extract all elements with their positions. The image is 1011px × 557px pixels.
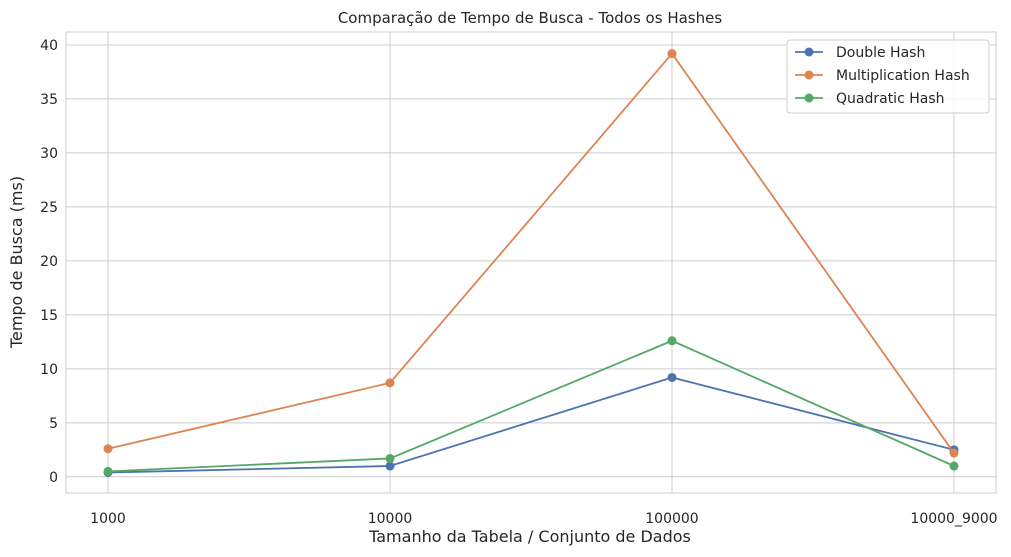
legend: Double Hash Multiplication Hash Quadratic … [786, 39, 990, 114]
series-line [107, 376, 955, 474]
y-tick-label: 10 [40, 362, 58, 378]
data-point [949, 448, 959, 458]
data-point [667, 49, 677, 59]
legend-box [786, 39, 990, 114]
legend-label: Quadratic Hash [836, 91, 945, 107]
legend-entry: Double Hash [795, 45, 925, 61]
legend-marker [804, 93, 814, 103]
x-axis-label: Tamanho da Tabela / Conjunto de Dados [368, 527, 691, 546]
x-tick-label: 10000 [368, 511, 413, 527]
legend-entry: Quadratic Hash [795, 91, 945, 107]
data-point [667, 372, 677, 382]
y-tick-label: 0 [49, 470, 58, 486]
legend-marker [804, 47, 814, 57]
x-tick-label: 1000 [90, 511, 126, 527]
grid [66, 32, 996, 493]
series-double-hash [103, 372, 959, 477]
y-tick-label: 25 [40, 200, 58, 216]
legend-label: Multiplication Hash [836, 68, 970, 84]
y-tick-label: 40 [40, 38, 58, 54]
y-tick-label: 20 [40, 254, 58, 270]
series-multiplication-hash [103, 49, 959, 458]
legend-marker [804, 70, 814, 80]
y-axis-label: Tempo de Busca (ms) [7, 176, 26, 349]
plot-area-frame [65, 31, 997, 494]
y-tick-label: 5 [49, 416, 58, 432]
legend-entry: Multiplication Hash [795, 68, 970, 84]
tick-labels: 0 5 10 15 20 25 30 35 40 1000 10000 100000 10000_900… [40, 38, 997, 527]
y-tick-label: 35 [40, 92, 58, 108]
x-tick-label: 100000 [645, 511, 698, 527]
x-tick-label: 10000_9000 [910, 511, 997, 527]
data-point [385, 453, 395, 463]
series-lines [103, 49, 959, 477]
data-point [385, 461, 395, 471]
chart-title: Comparação de Tempo de Busca - Todos os … [338, 9, 723, 27]
legend-label: Double Hash [836, 45, 925, 61]
y-tick-label: 30 [40, 146, 58, 162]
data-point [949, 461, 959, 471]
data-point [103, 444, 113, 454]
y-tick-label: 15 [40, 308, 58, 324]
series-quadratic-hash [103, 336, 959, 476]
data-point [103, 466, 113, 476]
data-point [667, 336, 677, 346]
series-line [107, 52, 955, 454]
series-line [107, 339, 955, 473]
data-point [385, 378, 395, 388]
